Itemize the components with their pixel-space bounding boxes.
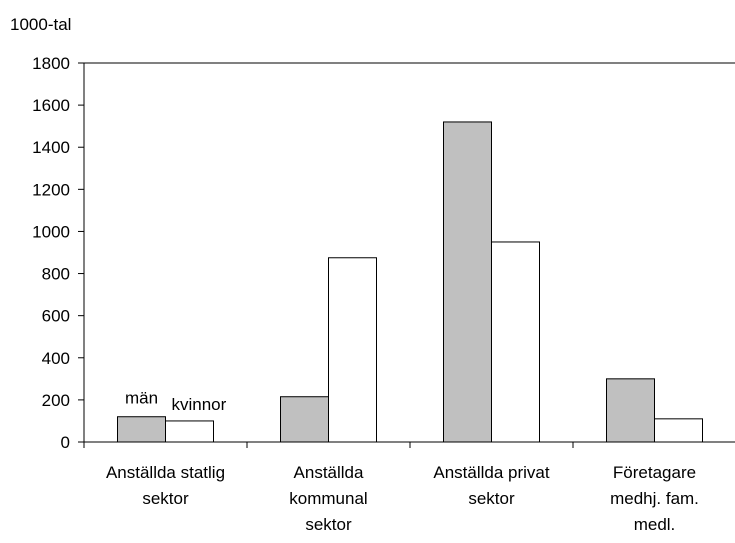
x-tick-label: Anställda kommunal sektor <box>289 463 367 534</box>
x-tick-labels: Anställda statlig sektor Anställda kommunal… <box>106 463 699 534</box>
bar-kvinnor-3 <box>654 418 703 443</box>
y-tick-label: 1000 <box>32 222 70 241</box>
x-tick-label: Anställda privat sektor <box>433 463 550 508</box>
x-tick-label: Anställda statlig sektor <box>106 463 225 508</box>
bar-män-0 <box>117 416 166 443</box>
y-tick-label: 1800 <box>32 54 70 73</box>
series-labels: män kvinnor <box>125 389 227 414</box>
y-tick-label: 400 <box>42 349 70 368</box>
y-tick-label: 200 <box>42 391 70 410</box>
y-tick-label: 1600 <box>32 96 70 115</box>
y-axis-label: 1000-tal <box>10 15 71 34</box>
y-ticks: 0 200 400 600 800 1000 1200 1400 1600 1800 <box>32 54 84 452</box>
bar-kvinnor-2 <box>491 241 540 443</box>
y-tick-label: 600 <box>42 307 70 326</box>
y-tick-label: 1200 <box>32 180 70 199</box>
bar-män-1 <box>280 396 329 443</box>
axes <box>83 62 735 448</box>
series-label-män: män <box>125 389 158 408</box>
x-tick-label: Företagare medhj. fam. medl. <box>610 463 699 534</box>
y-tick-label: 800 <box>42 265 70 284</box>
series-label-kvinnor: kvinnor <box>172 395 227 414</box>
y-tick-label: 1400 <box>32 138 70 157</box>
bar-kvinnor-1 <box>328 257 377 443</box>
bar-kvinnor-0 <box>165 420 214 443</box>
bar-män-3 <box>606 378 655 443</box>
bar-män-2 <box>443 121 492 443</box>
y-tick-label: 0 <box>61 433 70 452</box>
